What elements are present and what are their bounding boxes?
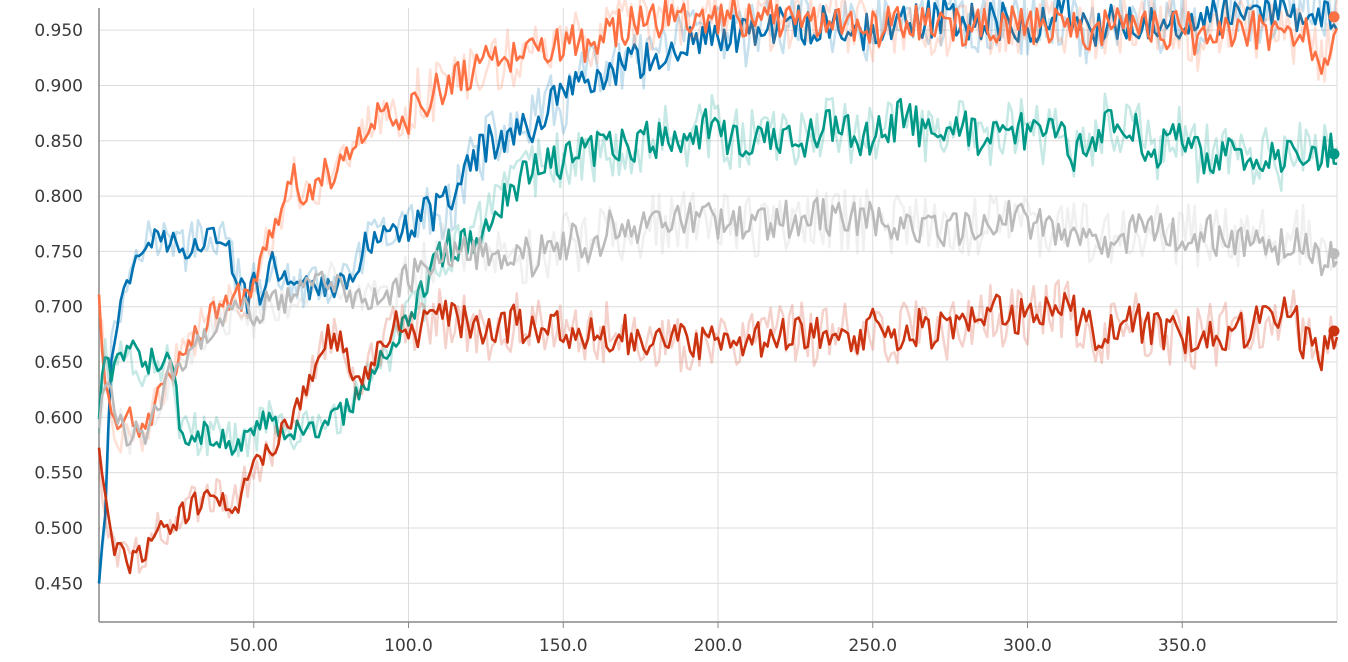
- series-1: [97, 0, 1340, 584]
- x-tick-label: 100.0: [384, 636, 433, 656]
- y-tick-label: 0.650: [34, 353, 83, 373]
- series-5: [97, 279, 1340, 575]
- series-raw-trace: [97, 188, 1339, 456]
- y-tick-label: 0.750: [34, 242, 83, 262]
- series-line: [97, 197, 1339, 447]
- y-tick-label: 0.500: [34, 519, 83, 539]
- x-tick-label: 250.0: [848, 636, 897, 656]
- series-raw-trace: [97, 92, 1339, 458]
- x-tick-label: 300.0: [1003, 636, 1052, 656]
- series-end-marker: [1328, 248, 1340, 260]
- series-4: [97, 188, 1340, 456]
- x-tick-label: 150.0: [539, 636, 588, 656]
- series-line: [97, 0, 1339, 438]
- y-tick-label: 0.800: [34, 187, 83, 207]
- tick-labels: 0.450 0.500 0.550 0.600 0.650 0.700 0.750 0.800…: [34, 21, 1206, 656]
- y-tick-label: 0.700: [34, 298, 83, 318]
- y-tick-label: 0.600: [34, 408, 83, 428]
- series-end-marker: [1328, 11, 1340, 23]
- grid-layer: [99, 8, 1338, 622]
- series-line: [97, 292, 1339, 575]
- y-tick-label: 0.850: [34, 132, 83, 152]
- x-tick-label: 350.0: [1158, 636, 1207, 656]
- x-tick-label: 50.00: [229, 636, 278, 656]
- series-line: [97, 97, 1338, 456]
- y-tick-label: 0.950: [34, 21, 83, 41]
- y-tick-label: 0.450: [34, 574, 83, 594]
- x-tick-label: 200.0: [694, 636, 743, 656]
- y-tick-label: 0.900: [34, 76, 83, 96]
- series-layer: [97, 0, 1340, 584]
- series-3: [97, 92, 1340, 458]
- series-2: [97, 0, 1340, 454]
- y-tick-label: 0.550: [34, 464, 83, 484]
- series-end-marker: [1328, 325, 1340, 337]
- series-end-marker: [1328, 148, 1340, 160]
